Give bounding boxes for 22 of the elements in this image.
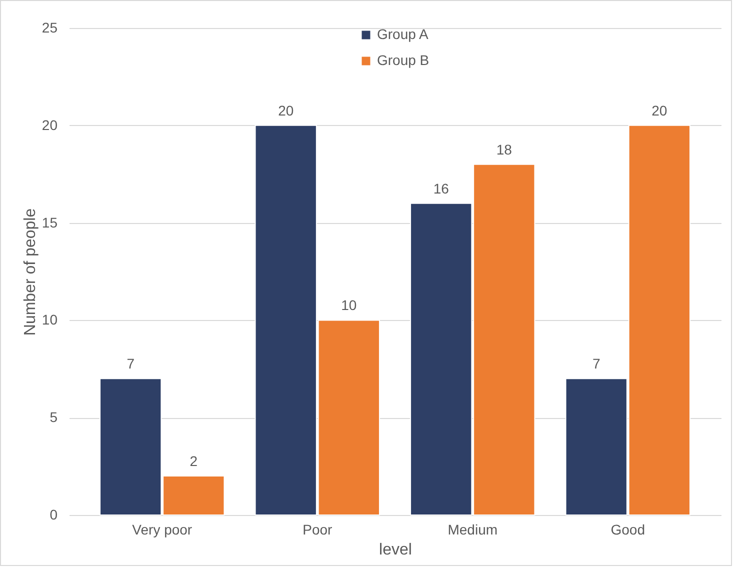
- y-tick-label: 0: [50, 506, 58, 522]
- data-label: 20: [278, 102, 294, 118]
- y-tick-label: 20: [42, 116, 58, 133]
- legend-label: Group B: [377, 52, 430, 68]
- data-label: 16: [433, 180, 450, 196]
- data-label: 18: [496, 141, 512, 158]
- x-tick-label: Very poor: [132, 522, 192, 538]
- data-label: 2: [190, 453, 198, 470]
- x-tick-label: Medium: [448, 522, 498, 538]
- y-axis-title: Number of people: [22, 208, 39, 336]
- data-label: 7: [126, 356, 135, 372]
- x-tick-label: Good: [610, 522, 645, 538]
- y-tick-label: 15: [42, 214, 58, 230]
- x-tick-label: Poor: [302, 522, 332, 538]
- data-label: 7: [592, 356, 600, 372]
- data-label: 10: [341, 297, 357, 314]
- y-tick-label: 25: [42, 20, 58, 36]
- legend-label: Group A: [377, 26, 430, 42]
- data-label: 20: [652, 102, 668, 118]
- y-tick-label: 10: [42, 312, 58, 328]
- x-axis-title: level: [379, 542, 412, 558]
- y-tick-label: 5: [50, 409, 58, 426]
